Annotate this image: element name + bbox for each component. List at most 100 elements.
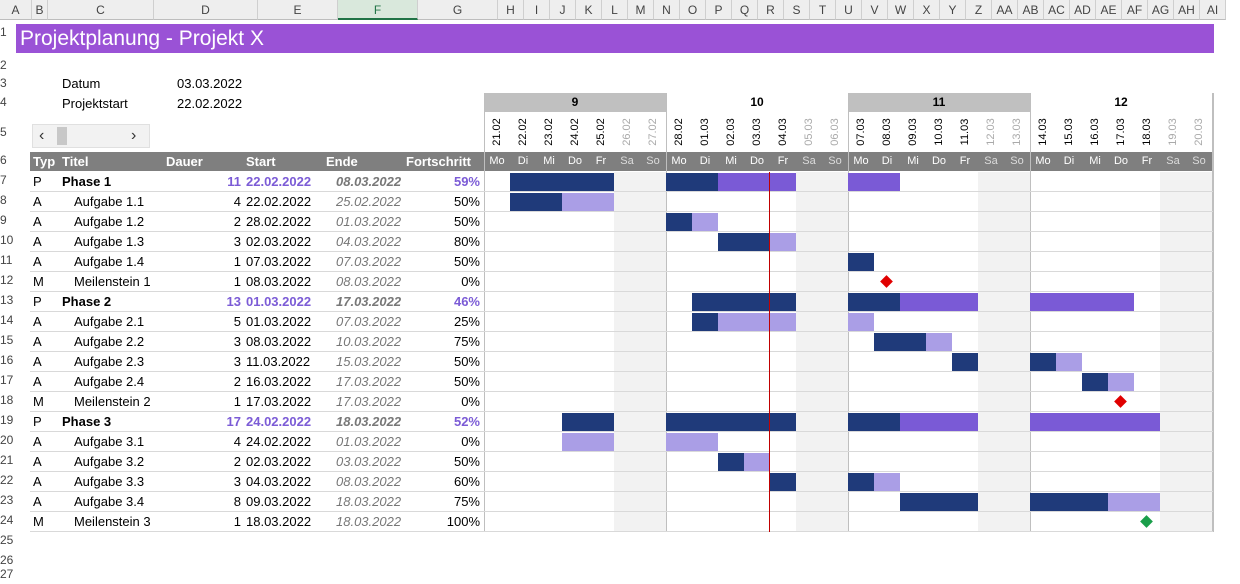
gantt-bar-done[interactable] <box>1082 373 1108 391</box>
task-end[interactable]: 18.03.2022 <box>336 494 402 509</box>
task-start[interactable]: 17.03.2022 <box>246 394 312 409</box>
task-start[interactable]: 22.02.2022 <box>246 194 312 209</box>
gantt-bar-open[interactable] <box>848 173 874 191</box>
gantt-bar-open[interactable] <box>1082 293 1108 311</box>
column-header-ac[interactable]: AC <box>1044 0 1070 20</box>
header-dauer[interactable]: Dauer <box>166 154 203 169</box>
task-start[interactable]: 01.03.2022 <box>246 294 312 309</box>
task-title[interactable]: Aufgabe 3.1 <box>74 434 145 449</box>
task-type[interactable]: A <box>33 214 42 229</box>
datum-value[interactable]: 03.03.2022 <box>177 76 243 91</box>
column-header-w[interactable]: W <box>888 0 914 20</box>
gantt-bar-done[interactable] <box>900 333 926 351</box>
gantt-bar-done[interactable] <box>562 413 588 431</box>
task-start[interactable]: 08.03.2022 <box>246 334 312 349</box>
task-type[interactable]: A <box>33 354 42 369</box>
column-header-ai[interactable]: AI <box>1200 0 1226 20</box>
row-header-17[interactable]: 17 <box>0 373 14 387</box>
task-duration[interactable]: 4 <box>233 194 241 209</box>
gantt-bar-open[interactable] <box>718 173 744 191</box>
task-title[interactable]: Aufgabe 2.2 <box>74 334 145 349</box>
task-duration[interactable]: 17 <box>226 414 241 429</box>
gantt-bar-open[interactable] <box>926 333 952 351</box>
task-duration[interactable]: 2 <box>233 454 241 469</box>
column-header-o[interactable]: O <box>680 0 706 20</box>
task-end[interactable]: 15.03.2022 <box>336 354 402 369</box>
gantt-bar-open[interactable] <box>1030 293 1056 311</box>
task-type[interactable]: A <box>33 254 42 269</box>
task-type[interactable]: P <box>33 174 42 189</box>
row-header-25[interactable]: 25 <box>0 533 14 547</box>
task-duration[interactable]: 3 <box>233 234 241 249</box>
task-duration[interactable]: 5 <box>233 314 241 329</box>
task-end[interactable]: 17.03.2022 <box>336 394 402 409</box>
gantt-bar-done[interactable] <box>692 293 718 311</box>
row-header-19[interactable]: 19 <box>0 413 14 427</box>
task-title[interactable]: Aufgabe 2.3 <box>74 354 145 369</box>
task-title[interactable]: Meilenstein 3 <box>74 514 151 529</box>
task-type[interactable]: A <box>33 314 42 329</box>
column-header-ad[interactable]: AD <box>1070 0 1096 20</box>
task-start[interactable]: 09.03.2022 <box>246 494 312 509</box>
task-type[interactable]: A <box>33 234 42 249</box>
gantt-bar-done[interactable] <box>1030 493 1056 511</box>
timeline-scrollbar[interactable]: ‹ › <box>32 124 150 148</box>
gantt-bar-done[interactable] <box>1030 353 1056 371</box>
task-start[interactable]: 07.03.2022 <box>246 254 312 269</box>
column-header-ag[interactable]: AG <box>1148 0 1174 20</box>
task-progress[interactable]: 50% <box>453 354 480 369</box>
gantt-bar-open[interactable] <box>744 313 770 331</box>
header-typ[interactable]: Typ <box>33 154 56 169</box>
gantt-bar-open[interactable] <box>1082 413 1108 431</box>
task-duration[interactable]: 1 <box>233 514 241 529</box>
row-header-21[interactable]: 21 <box>0 453 14 467</box>
gantt-bar-done[interactable] <box>770 473 796 491</box>
header-ende[interactable]: Ende <box>326 154 358 169</box>
column-header-p[interactable]: P <box>706 0 732 20</box>
gantt-bar-open[interactable] <box>692 433 718 451</box>
column-header-t[interactable]: T <box>810 0 836 20</box>
task-title[interactable]: Phase 2 <box>62 294 112 309</box>
gantt-bar-done[interactable] <box>692 313 718 331</box>
gantt-bar-done[interactable] <box>1056 493 1082 511</box>
task-title[interactable]: Aufgabe 2.4 <box>74 374 145 389</box>
gantt-bar-done[interactable] <box>744 293 770 311</box>
gantt-bar-open[interactable] <box>1134 413 1160 431</box>
task-end[interactable]: 03.03.2022 <box>336 454 402 469</box>
gantt-bar-done[interactable] <box>874 333 900 351</box>
gantt-bar-done[interactable] <box>770 293 796 311</box>
gantt-bar-done[interactable] <box>718 413 744 431</box>
gantt-bar-done[interactable] <box>900 493 926 511</box>
task-duration[interactable]: 4 <box>233 434 241 449</box>
task-duration[interactable]: 1 <box>233 394 241 409</box>
gantt-bar-open[interactable] <box>900 413 926 431</box>
task-start[interactable]: 02.03.2022 <box>246 454 312 469</box>
task-end[interactable]: 08.03.2022 <box>336 174 402 189</box>
gantt-bar-done[interactable] <box>536 193 562 211</box>
task-end[interactable]: 01.03.2022 <box>336 214 402 229</box>
task-end[interactable]: 10.03.2022 <box>336 334 402 349</box>
column-header-r[interactable]: R <box>758 0 784 20</box>
column-header-j[interactable]: J <box>550 0 576 20</box>
gantt-bar-open[interactable] <box>770 173 796 191</box>
task-title[interactable]: Meilenstein 1 <box>74 274 151 289</box>
task-progress[interactable]: 50% <box>453 454 480 469</box>
task-start[interactable]: 22.02.2022 <box>246 174 312 189</box>
task-progress[interactable]: 50% <box>453 214 480 229</box>
row-header-7[interactable]: 7 <box>0 173 7 187</box>
task-end[interactable]: 07.03.2022 <box>336 314 402 329</box>
gantt-bar-open[interactable] <box>1030 413 1056 431</box>
column-header-d[interactable]: D <box>154 0 258 20</box>
task-progress[interactable]: 46% <box>453 294 480 309</box>
task-duration[interactable]: 1 <box>233 254 241 269</box>
gantt-bar-open[interactable] <box>1134 493 1160 511</box>
task-type[interactable]: A <box>33 474 42 489</box>
row-header-27[interactable]: 27 <box>0 567 14 581</box>
task-progress[interactable]: 50% <box>453 374 480 389</box>
task-progress[interactable]: 50% <box>453 194 480 209</box>
column-header-u[interactable]: U <box>836 0 862 20</box>
task-end[interactable]: 04.03.2022 <box>336 234 402 249</box>
column-header-h[interactable]: H <box>498 0 524 20</box>
task-duration[interactable]: 3 <box>233 334 241 349</box>
task-end[interactable]: 25.02.2022 <box>336 194 402 209</box>
